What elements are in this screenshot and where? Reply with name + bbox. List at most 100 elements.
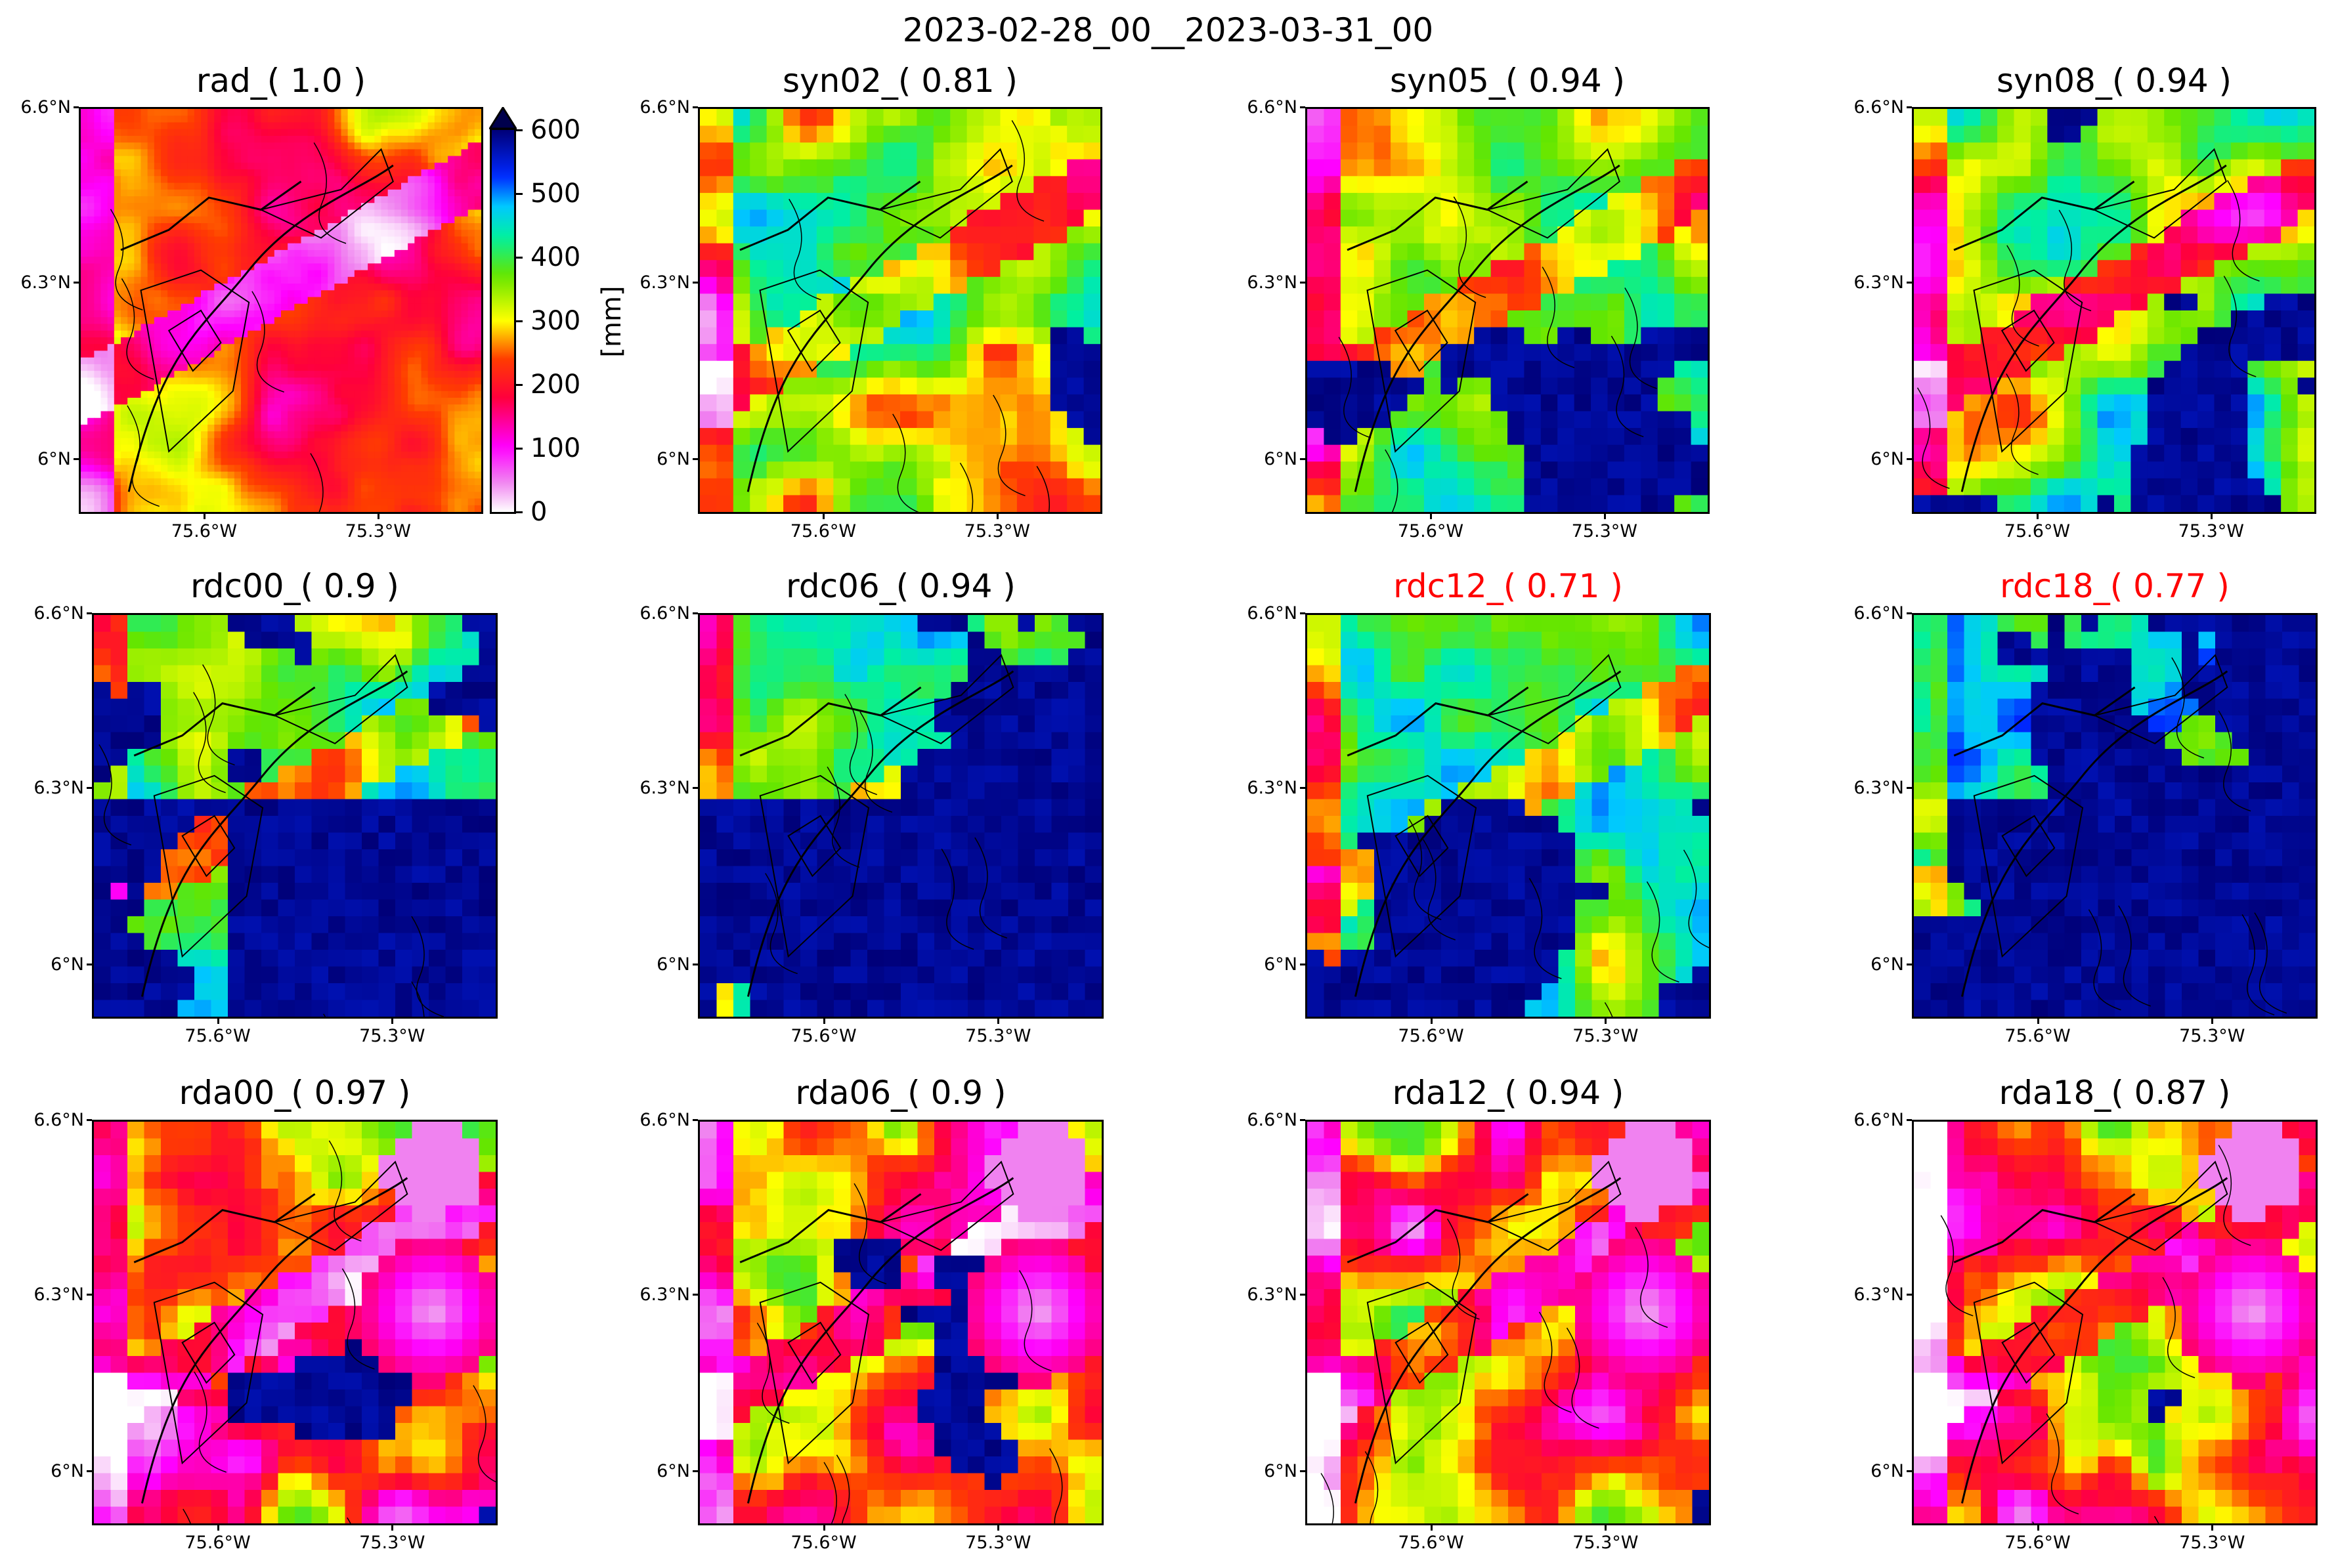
lon-tick — [1603, 514, 1606, 519]
colorbar-tick-label: 200 — [530, 370, 581, 400]
colorbar-tick — [516, 448, 523, 450]
lat-tick — [1907, 612, 1912, 614]
lat-tick — [87, 1293, 92, 1296]
lon-tick-label: 75.3°W — [2179, 1026, 2245, 1046]
colorbar-tick-label: 0 — [530, 497, 548, 527]
figure-title: 2023-02-28_00__2023-03-31_00 — [902, 11, 1434, 49]
lat-tick-label: 6.6°N — [1853, 97, 1904, 117]
lon-tick — [823, 1525, 825, 1531]
lat-tick-label: 6.3°N — [33, 777, 84, 798]
lon-tick-label: 75.3°W — [1572, 1533, 1639, 1553]
lon-tick — [996, 514, 999, 519]
lon-tick-label: 75.6°W — [1398, 1533, 1464, 1553]
precipitation-map — [1305, 1120, 1711, 1525]
lat-tick-label: 6.6°N — [1247, 603, 1297, 624]
lon-tick — [1605, 1019, 1607, 1024]
lat-tick — [87, 612, 92, 614]
map-field — [1307, 109, 1708, 512]
colorbar-tick — [516, 257, 523, 259]
lat-tick-label: 6.3°N — [1853, 272, 1904, 293]
lat-tick-label: 6.6°N — [639, 97, 690, 117]
lat-tick — [87, 786, 92, 789]
lat-tick — [1907, 786, 1912, 789]
map-field — [700, 615, 1102, 1017]
lat-tick — [693, 106, 698, 108]
lat-tick-label: 6.6°N — [1247, 97, 1297, 117]
lon-tick — [391, 1525, 394, 1531]
lat-tick-label: 6°N — [657, 954, 690, 975]
lat-tick-label: 6.3°N — [1247, 1284, 1297, 1305]
lat-tick-label: 6°N — [657, 449, 690, 470]
lat-tick-label: 6°N — [1264, 1460, 1297, 1481]
lat-tick — [87, 1470, 92, 1472]
lon-tick-label: 75.3°W — [965, 1533, 1031, 1553]
map-field — [94, 1122, 496, 1523]
lat-tick-label: 6°N — [51, 954, 84, 975]
colorbar-tick — [516, 511, 523, 513]
panel-title: rda18_( 0.87 ) — [1999, 1074, 2231, 1112]
map-field — [1307, 615, 1709, 1017]
colorbar-tick-label: 400 — [530, 242, 581, 272]
lat-tick-label: 6.6°N — [1247, 1110, 1297, 1130]
lat-tick — [1907, 281, 1912, 284]
panel-title: syn02_( 0.81 ) — [782, 62, 1018, 100]
lat-tick-label: 6.3°N — [639, 272, 690, 293]
lat-tick — [87, 963, 92, 965]
lat-tick — [1300, 281, 1305, 284]
map-field — [700, 1122, 1102, 1523]
lon-tick — [217, 1019, 219, 1024]
precipitation-map — [1912, 1120, 2318, 1525]
panel-title: rda12_( 0.94 ) — [1392, 1074, 1624, 1112]
precipitation-map — [698, 107, 1102, 514]
colorbar — [490, 128, 516, 514]
map-field — [1914, 109, 2314, 512]
lon-tick-label: 75.6°W — [2004, 521, 2071, 541]
precipitation-map — [1912, 107, 2316, 514]
lon-tick-label: 75.6°W — [1398, 1026, 1464, 1046]
panel-title: rdc12_( 0.71 ) — [1393, 567, 1623, 605]
lat-tick — [1907, 106, 1912, 108]
lon-tick — [377, 514, 379, 519]
colorbar-tick-label: 300 — [530, 306, 581, 336]
lat-tick — [1300, 1470, 1305, 1472]
lat-tick-label: 6°N — [37, 449, 71, 470]
colorbar-tick — [516, 193, 523, 195]
lon-tick — [2037, 1525, 2039, 1531]
map-field — [94, 615, 496, 1017]
lon-tick — [823, 1019, 825, 1024]
lat-tick-label: 6.3°N — [33, 1284, 84, 1305]
lon-tick-label: 75.3°W — [345, 521, 411, 541]
lon-tick — [391, 1019, 394, 1024]
precipitation-map — [1305, 107, 1710, 514]
panel-title: syn05_( 0.94 ) — [1389, 62, 1626, 100]
panel-title: rdc18_( 0.77 ) — [2000, 567, 2230, 605]
map-field — [1307, 1122, 1709, 1523]
colorbar-tick — [516, 320, 523, 322]
lon-tick-label: 75.6°W — [184, 1026, 251, 1046]
lat-tick-label: 6.6°N — [1853, 1110, 1904, 1130]
lat-tick-label: 6.3°N — [1853, 1284, 1904, 1305]
precipitation-map — [1912, 613, 2318, 1019]
lon-tick — [997, 1019, 1000, 1024]
lat-tick-label: 6.6°N — [33, 603, 84, 624]
lon-tick — [1429, 514, 1432, 519]
lat-tick-label: 6.6°N — [639, 603, 690, 624]
lat-tick — [1907, 963, 1912, 965]
lon-tick-label: 75.3°W — [2178, 521, 2244, 541]
lat-tick — [1907, 458, 1912, 461]
map-field — [700, 109, 1100, 512]
lat-tick-label: 6.3°N — [1247, 272, 1297, 293]
lon-tick — [203, 514, 205, 519]
lon-tick — [1430, 1525, 1433, 1531]
map-field — [1914, 1122, 2316, 1523]
lat-tick — [693, 1470, 698, 1472]
lat-tick-label: 6.3°N — [20, 272, 71, 293]
lat-tick — [1907, 1119, 1912, 1121]
panel-title: rdc06_( 0.94 ) — [786, 567, 1016, 605]
lat-tick — [1300, 1293, 1305, 1296]
lon-tick — [1605, 1525, 1607, 1531]
lat-tick — [1300, 1119, 1305, 1121]
colorbar-extend-arrow — [489, 107, 517, 129]
lon-tick-label: 75.6°W — [790, 1533, 857, 1553]
lat-tick — [693, 786, 698, 789]
